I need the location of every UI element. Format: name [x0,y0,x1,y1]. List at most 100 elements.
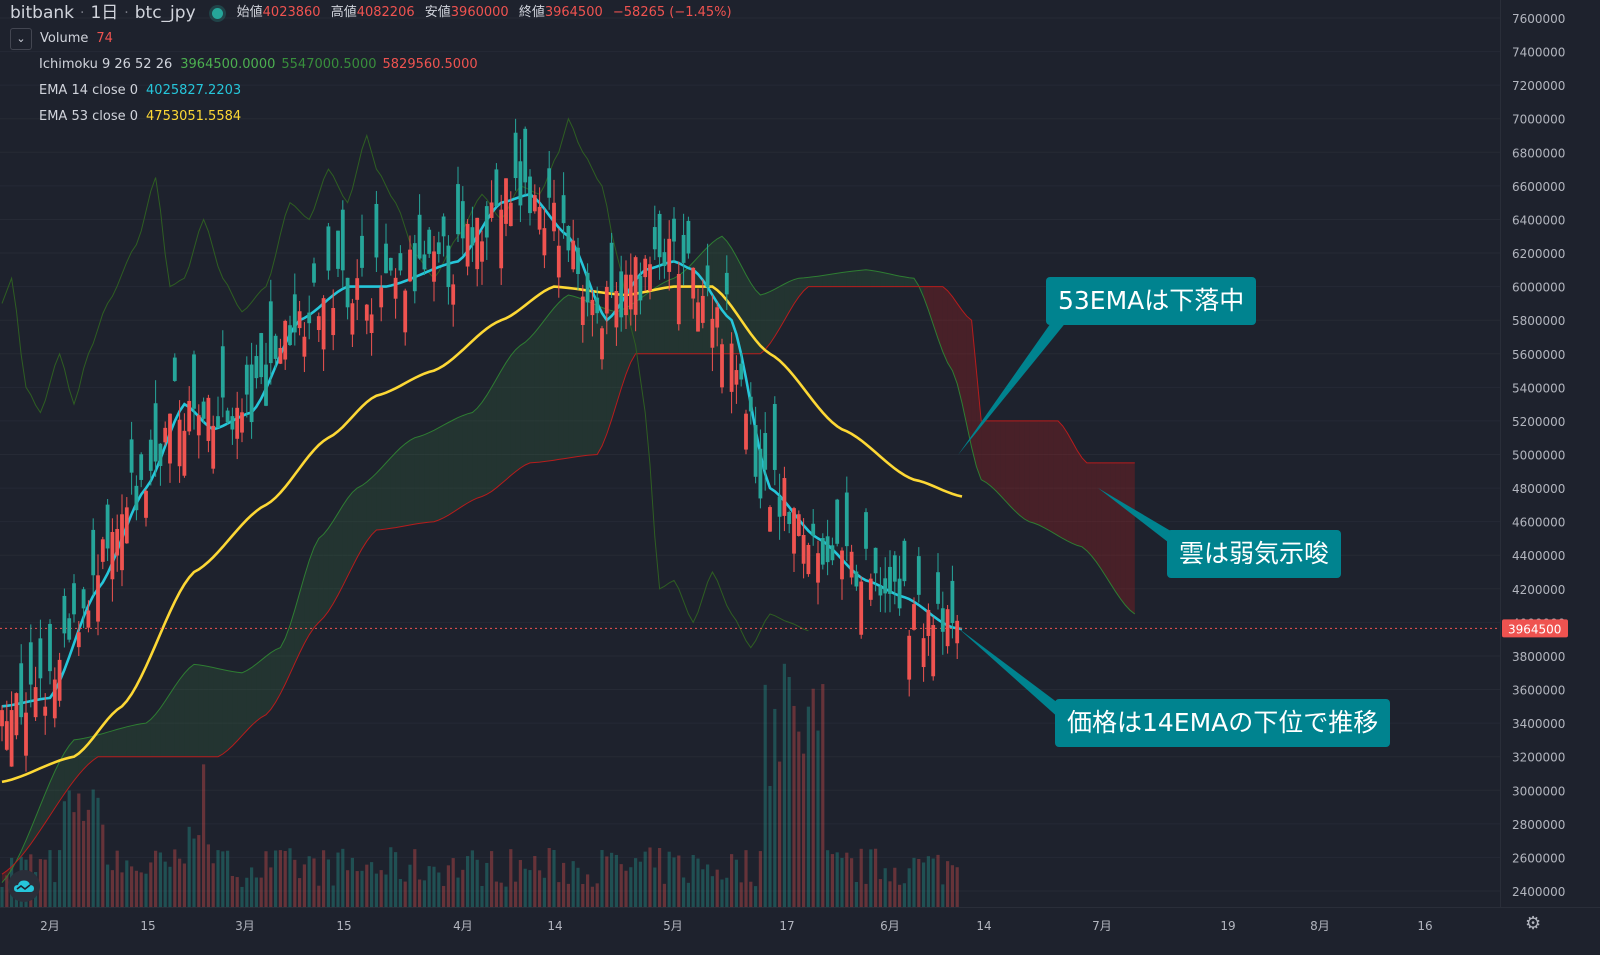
chevron-down-icon[interactable]: ⌄ [10,28,32,50]
volume-bar [360,870,364,907]
exchange-name[interactable]: bitbank [10,3,75,23]
volume-bar [576,867,580,907]
candle [576,237,580,290]
candle [676,261,681,331]
volume-bar [250,867,254,907]
candle [729,332,734,414]
volume-bar [811,688,815,907]
candle-body [672,218,676,242]
candle [412,234,417,304]
volume-bar [658,847,662,907]
candle-body [835,499,840,544]
candle-body [566,226,571,251]
cloud-segment [789,279,794,312]
candle-body [225,410,230,423]
volume-row[interactable]: ⌄ Volume 74 [10,26,738,52]
cloud-segment [530,332,535,463]
candle-body [182,430,187,476]
candle-body [196,415,201,436]
candle [398,245,403,276]
candle [292,273,297,346]
volume-bar [662,883,666,907]
candle-body [105,504,110,549]
candle [62,588,67,648]
volume-bar [816,730,820,907]
price-tick-label: 4200000 [1512,583,1565,597]
candle [902,538,907,587]
volume-bar [845,852,849,907]
candle [316,312,321,343]
price-tick-label: 5800000 [1512,314,1565,328]
ichimoku-row[interactable]: Ichimoku 9 26 52 26 3964500.0000 5547000… [10,52,738,78]
candle-body [360,235,364,268]
cloud-segment [179,673,185,757]
volume-bar [226,850,230,907]
candle-body [811,523,816,536]
price-tick-label: 5400000 [1512,381,1565,395]
candle [662,238,667,279]
cloud-segment [45,782,50,823]
volume-bar [0,886,4,907]
candle-body [696,302,700,332]
cloud-segment [347,492,353,577]
candle [480,230,484,285]
candle [801,518,806,579]
symbol-name[interactable]: btc_jpy [134,3,196,23]
candle [878,567,883,613]
callout-cloud: 雲は弱気示唆 [1167,530,1342,578]
time-tick-label: 4月 [453,919,473,933]
cloud-segment [832,273,838,287]
candle [283,319,288,370]
volume-bar [614,854,618,907]
cloud-segment [184,668,190,757]
cloud-logo-icon[interactable] [8,870,40,902]
candle-body [528,176,532,214]
candle [177,400,182,483]
candle [681,213,686,286]
volume-bar [115,850,119,907]
candle-body [729,343,734,392]
candle [451,274,456,327]
candle [950,565,955,639]
ema53-row[interactable]: EMA 53 close 0 4753051.5584 [10,104,738,130]
volume-bar [864,883,868,907]
candle-body [600,328,604,360]
candle-body [652,227,657,250]
volume-bar [835,852,839,907]
candle [844,476,849,562]
interval-label[interactable]: 1日 [90,3,119,23]
gear-icon[interactable]: ⚙ [1525,913,1542,934]
candle [585,263,590,317]
candle-body [518,161,523,206]
high-label: 高値 [330,5,357,20]
candle [868,573,873,607]
candle-body [72,583,76,615]
candle-body [67,618,72,640]
volume-bar [600,850,604,907]
time-tick-label: 14 [976,919,991,933]
volume-bar [427,866,431,907]
ema14-row[interactable]: EMA 14 close 0 4025827.2203 [10,78,738,104]
candle-body [475,217,480,270]
cloud-segment [405,440,410,526]
cloud-segment [664,280,670,354]
candle [672,207,676,262]
cloud-segment [1106,462,1111,585]
price-tick-label: 3000000 [1512,784,1565,798]
candle-body [43,706,48,716]
time-tick-label: 16 [1417,919,1432,933]
volume-bar [168,866,172,907]
cloud-segment [30,817,36,844]
candle-body [849,551,854,578]
candle [460,186,465,255]
cloud-segment [923,286,929,311]
candle-body [940,608,945,632]
volume-bar [922,862,926,907]
cloud-segment [314,538,319,628]
candle-body [163,427,168,443]
candle-body [211,425,216,469]
candle-body [0,710,4,727]
cloud-segment [251,664,257,726]
candle [369,298,374,356]
